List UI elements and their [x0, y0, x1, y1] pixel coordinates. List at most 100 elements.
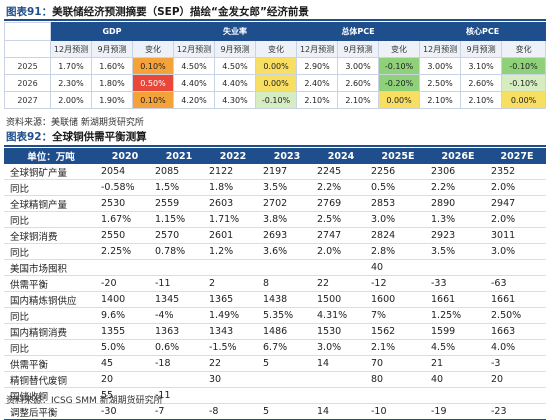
- balance-header: 2020: [98, 148, 152, 164]
- balance-cell: 2245: [314, 164, 368, 180]
- sep-cell: 4.40%: [173, 74, 216, 92]
- figure-91-source: 资料来源：美联储 新湖期货研究所: [6, 118, 144, 128]
- balance-header: 2023: [260, 148, 314, 164]
- balance-cell: 3.0%: [314, 339, 368, 356]
- balance-cell: 1.15%: [152, 211, 206, 228]
- sep-cell: 3.00%: [419, 57, 462, 75]
- balance-cell: 2085: [152, 164, 206, 180]
- balance-cell: 1.25%: [428, 307, 488, 324]
- balance-cell: -63: [488, 275, 546, 292]
- balance-cell: 3.5%: [428, 243, 488, 260]
- balance-row: 国内精炼铜供应 1400 1345 1365 1438 1500 1600 1661 1661: [4, 291, 546, 308]
- balance-cell: 4.31%: [314, 307, 368, 324]
- balance-cell: 1.71%: [206, 211, 260, 228]
- balance-cell: -33: [428, 275, 488, 292]
- balance-cell: 2947: [488, 195, 546, 212]
- balance-cell: 3.0%: [488, 243, 546, 260]
- sep-cell: 4.50%: [214, 57, 257, 75]
- balance-header: 2022: [206, 148, 260, 164]
- balance-row: 全球精铜产量 2530 2559 2603 2702 2769 2853 2890 2947: [4, 195, 546, 212]
- balance-row: 国储收铜 55 -11: [4, 387, 546, 404]
- figure-91-number: 图表91：: [6, 6, 53, 18]
- balance-cell: 1355: [98, 323, 152, 340]
- balance-cell: 2.0%: [488, 211, 546, 228]
- sep-cell: 1.80%: [91, 74, 133, 92]
- balance-cell: 0.78%: [152, 243, 206, 260]
- balance-cell: 1438: [260, 291, 314, 308]
- sep-cell: 3.00%: [337, 57, 380, 75]
- balance-row-label: 同比: [4, 339, 98, 356]
- balance-header: 2024: [314, 148, 368, 164]
- balance-cell: [260, 259, 314, 276]
- figure-91-caption: 美联储经济预测摘要（SEP）描绘“金发女郎”经济前景: [52, 6, 309, 18]
- balance-cell: 1.8%: [206, 179, 260, 196]
- balance-cell: -1.5%: [206, 339, 260, 356]
- balance-cell: 1661: [428, 291, 488, 308]
- balance-cell: -19: [428, 403, 488, 420]
- balance-cell: 1400: [98, 291, 152, 308]
- balance-cell: 1.49%: [206, 307, 260, 324]
- sep-group-header: GDP: [49, 22, 175, 41]
- balance-row: 精铜替代废铜 20 30 80 40 20: [4, 371, 546, 388]
- balance-cell: 55: [98, 387, 152, 404]
- sep-cell: 4.50%: [173, 57, 216, 75]
- balance-cell: 3.6%: [260, 243, 314, 260]
- sep-cell: 2.00%: [50, 91, 92, 109]
- balance-cell: 1500: [314, 291, 368, 308]
- balance-header-row: 单位：万吨 2020 2021 2022 2023 2024 2025E 2026E 2027E: [4, 148, 546, 164]
- sep-cell: 2.60%: [460, 74, 503, 92]
- balance-cell: 2559: [152, 195, 206, 212]
- balance-cell: 2122: [206, 164, 260, 180]
- figure-92-rule: [4, 145, 546, 147]
- balance-cell: 2.0%: [488, 179, 546, 196]
- balance-cell: 3.5%: [260, 179, 314, 196]
- sep-group-header: 失业率: [173, 22, 298, 41]
- balance-cell: 1363: [152, 323, 206, 340]
- copper-balance-table: 单位：万吨 2020 2021 2022 2023 2024 2025E 2026E 2027E…: [4, 148, 546, 420]
- balance-cell: 1.67%: [98, 211, 152, 228]
- balance-row: 同比 2.25% 0.78% 1.2% 3.6% 2.0% 2.8% 3.5% 3.0%: [4, 243, 546, 260]
- balance-row: 同比 9.6% -4% 1.49% 5.35% 4.31% 7% 1.25% 2.50%: [4, 307, 546, 324]
- balance-row-label: 同比: [4, 307, 98, 324]
- balance-cell: [152, 259, 206, 276]
- balance-cell: [314, 387, 368, 404]
- balance-cell: 2923: [428, 227, 488, 244]
- balance-row-label: 国内精铜消费: [4, 323, 98, 340]
- balance-cell: 1.3%: [428, 211, 488, 228]
- sep-cell: 0.10%: [131, 91, 175, 109]
- sep-subheader: 12月预测: [419, 40, 462, 58]
- sep-row: 2025 1.70% 1.60% 0.10% 4.50% 4.50% 0.00% 2.90% 3…: [4, 57, 547, 75]
- sep-subheader: 变化: [378, 40, 421, 58]
- sep-group-header: 总体PCE: [296, 22, 421, 41]
- sep-cell: 4.30%: [214, 91, 257, 109]
- balance-cell: -23: [488, 403, 546, 420]
- balance-cell: 1343: [206, 323, 260, 340]
- balance-cell: [98, 259, 152, 276]
- balance-cell: 22: [206, 355, 260, 372]
- sep-subheader: 9月预测: [91, 40, 133, 58]
- balance-row: 供需平衡 -20 -11 2 8 22 -12 -33 -63: [4, 275, 546, 292]
- balance-cell: [206, 259, 260, 276]
- sep-cell: 2.40%: [296, 74, 339, 92]
- balance-cell: 1600: [368, 291, 428, 308]
- sep-year: 2025: [4, 57, 51, 75]
- balance-cell: [314, 259, 368, 276]
- sep-cell: -0.10%: [255, 91, 298, 109]
- balance-cell: 2.50%: [488, 307, 546, 324]
- balance-cell: [488, 387, 546, 404]
- balance-cell: 30: [206, 371, 260, 388]
- balance-cell: 40: [368, 259, 428, 276]
- balance-cell: [428, 387, 488, 404]
- balance-cell: 5: [260, 403, 314, 420]
- sep-cell: 0.00%: [378, 91, 421, 109]
- balance-cell: 2197: [260, 164, 314, 180]
- sep-cell: 2.30%: [50, 74, 92, 92]
- balance-cell: -11: [152, 387, 206, 404]
- balance-header: 2026E: [428, 148, 488, 164]
- sep-subheader-row: 12月预测 9月预测 变化 12月预测 9月预测 变化 12月预测 9月预测 变化 12月预测 9月…: [4, 40, 547, 58]
- balance-cell: 2.8%: [368, 243, 428, 260]
- sep-subheader: 12月预测: [296, 40, 339, 58]
- balance-cell: -10: [368, 403, 428, 420]
- sep-cell: 4.40%: [214, 74, 257, 92]
- sep-group-header-row: GDP 失业率 总体PCE 核心PCE: [4, 22, 547, 41]
